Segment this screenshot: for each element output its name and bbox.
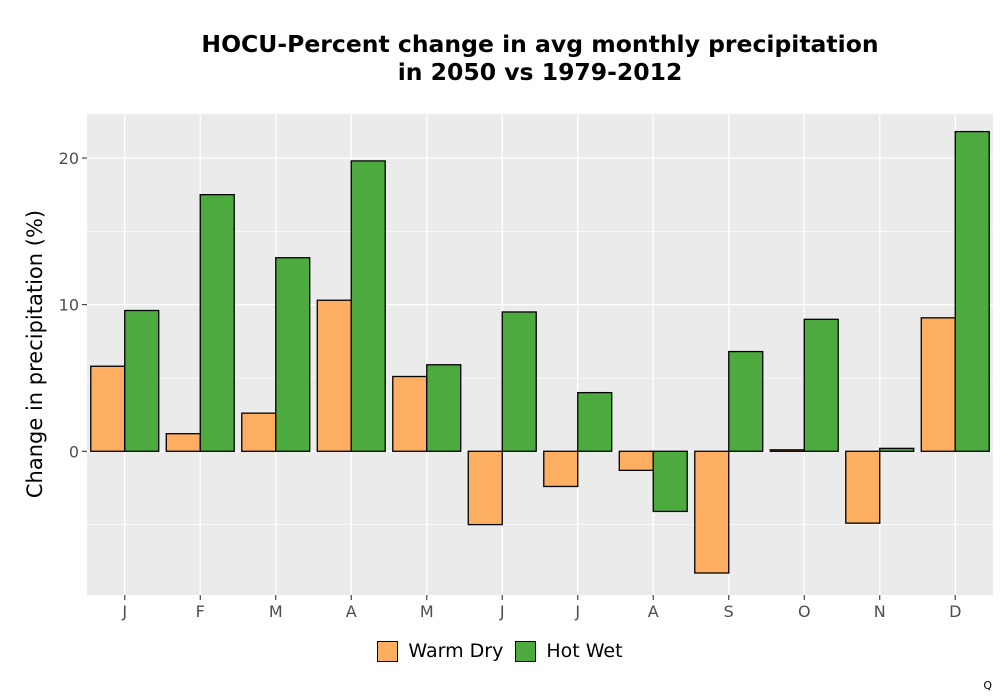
x-tick-label: D [949,602,961,621]
bar-hot-wet-3 [350,160,386,452]
bar-hot-wet-8 [728,350,764,452]
x-tick-label: M [420,602,434,621]
bar-warm-dry-0 [90,365,126,452]
legend-label-hot-wet: Hot Wet [546,640,623,662]
y-tick-label: 0 [69,442,79,461]
x-tick-label: J [121,602,127,621]
bar-warm-dry-9 [769,449,805,452]
chart-title-line-2: in 2050 vs 1979-2012 [397,58,683,86]
x-tick-label: N [874,602,886,621]
bar-hot-wet-11 [954,130,990,452]
bar-warm-dry-6 [543,450,579,488]
legend-item-warm-dry: Warm Dry [377,640,503,662]
y-axis-ticks: 0 10 20 [59,149,87,461]
legend-swatch-warm-dry [377,640,399,662]
legend-label-warm-dry: Warm Dry [408,640,504,662]
plot-panel [87,114,993,595]
bar-hot-wet-4 [426,364,462,452]
x-tick-label: A [346,602,357,621]
bar-warm-dry-5 [467,450,503,526]
y-axis-label: Change in precipitation (%) [23,209,47,499]
y-tick-label: 10 [59,296,79,315]
bar-hot-wet-1 [199,194,235,452]
bar-hot-wet-2 [275,257,311,452]
chart-title-line-1: HOCU-Percent change in avg monthly preci… [201,30,879,58]
x-tick-label: A [648,602,659,621]
y-tick-label: 20 [59,149,79,168]
corner-mark: Q [983,679,992,692]
bar-warm-dry-11 [920,317,956,452]
bar-warm-dry-8 [694,450,730,574]
legend: Warm Dry Hot Wet [0,640,1000,662]
bar-warm-dry-10 [845,450,881,524]
bars [90,130,990,574]
bar-hot-wet-6 [577,391,613,452]
bar-warm-dry-1 [165,433,201,452]
bar-hot-wet-0 [124,309,160,452]
chart-title: HOCU-Percent change in avg monthly preci… [87,30,993,86]
bar-warm-dry-7 [618,450,654,472]
bar-warm-dry-4 [392,375,428,452]
x-tick-label: O [798,602,811,621]
bar-hot-wet-5 [501,311,537,452]
bar-hot-wet-10 [879,447,915,452]
bar-warm-dry-3 [316,299,352,452]
x-tick-label: F [196,602,205,621]
bar-hot-wet-7 [652,450,688,513]
x-tick-label: J [499,602,505,621]
x-tick-label: M [269,602,283,621]
x-tick-label: S [724,602,734,621]
legend-swatch-hot-wet [515,640,537,662]
bar-warm-dry-2 [241,412,277,452]
legend-item-hot-wet: Hot Wet [515,640,623,662]
x-tick-label: J [574,602,580,621]
bar-hot-wet-9 [803,318,839,452]
